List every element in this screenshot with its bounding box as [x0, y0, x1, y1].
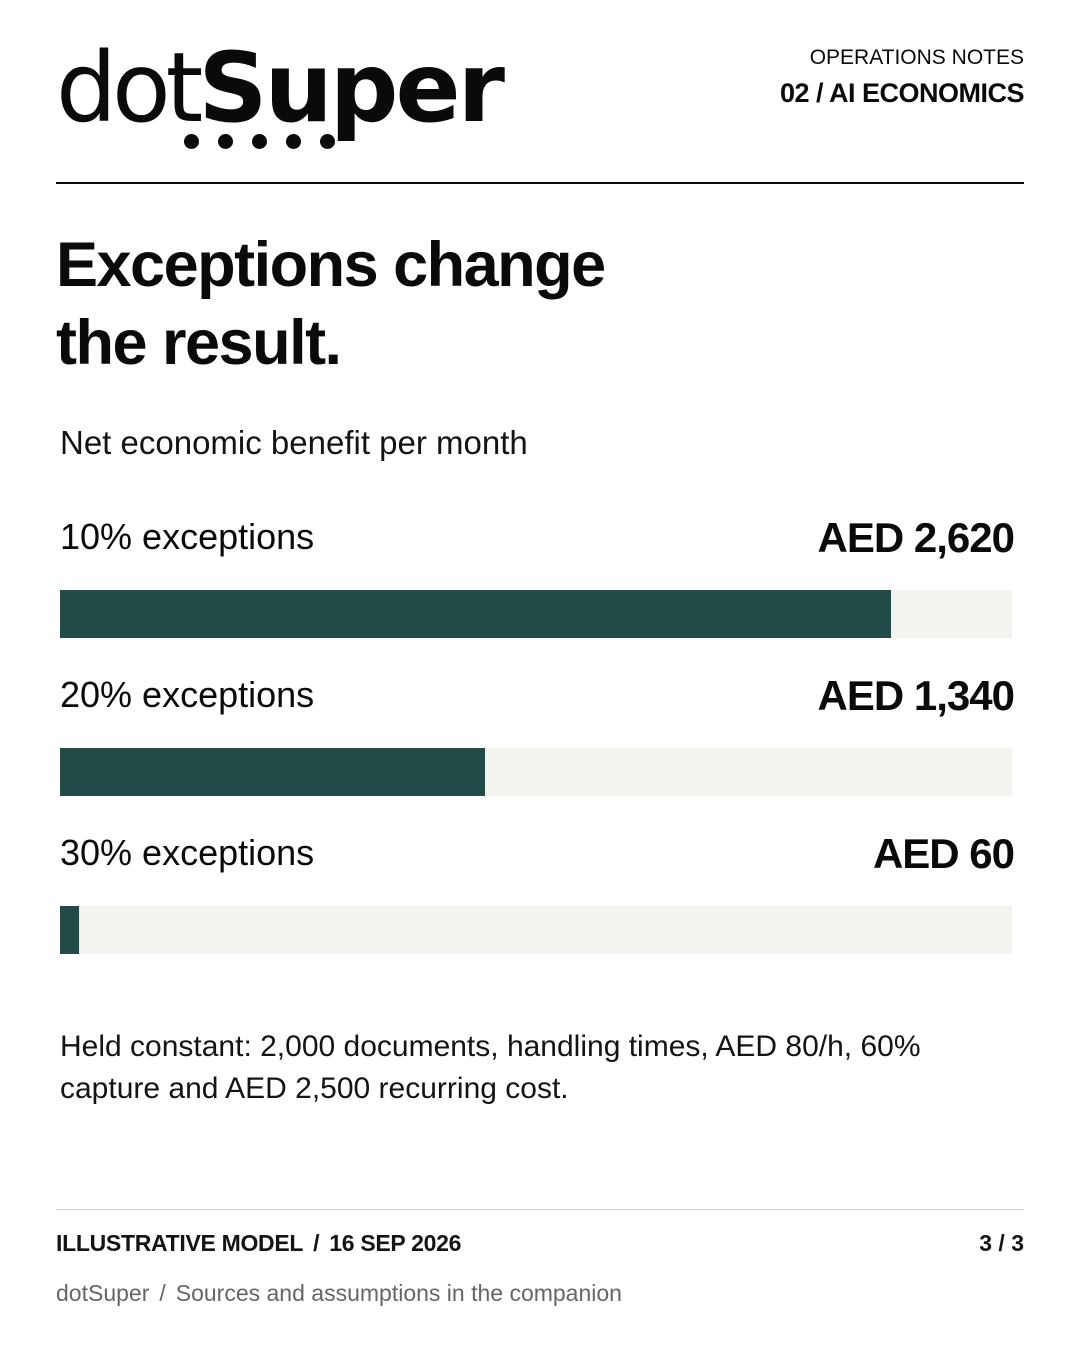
footer-divider — [56, 1209, 1024, 1210]
footer-brand: dotSuper — [56, 1280, 150, 1306]
chart-title: Net economic benefit per month — [60, 424, 528, 461]
logo-bold-text: Super — [198, 32, 505, 144]
sources-note: Sources and assumptions in the companion — [175, 1280, 622, 1306]
bar-chart — [60, 590, 1012, 954]
page-indicator: 3 / 3 — [979, 1230, 1024, 1256]
value-label-3: AED 60 — [872, 830, 1015, 877]
footer-meta: ILLUSTRATIVE MODEL / 16 SEP 2026 — [56, 1230, 461, 1257]
footer-sources: dotSuper / Sources and assumptions in the … — [56, 1280, 622, 1307]
footer-date: 16 SEP 2026 — [329, 1230, 462, 1256]
model-label: ILLUSTRATIVE MODEL — [56, 1230, 304, 1256]
brand-logo: dotSuper — [56, 30, 536, 155]
logo-light-text: dot — [56, 32, 203, 144]
series-number: 02 / AI ECONOMICS — [779, 78, 1025, 108]
category-label-3: 30% exceptions — [60, 832, 315, 873]
footer-separator-2: / — [159, 1280, 166, 1306]
bar-3 — [60, 906, 80, 954]
category-label-1: 10% exceptions — [60, 516, 315, 557]
bar-1 — [60, 590, 891, 638]
bar-2 — [60, 748, 486, 796]
assumptions-note: Held constant: 2,000 documents, handling… — [60, 1030, 921, 1105]
title-line-2: the result. — [56, 308, 342, 378]
value-label-1: AED 2,620 — [817, 514, 1015, 561]
five-dots-icon — [184, 134, 354, 154]
title-line-1: Exceptions change — [56, 230, 606, 300]
page-title: Exceptions change the result. — [56, 226, 856, 382]
category-label-2: 20% exceptions — [60, 674, 315, 715]
footer-separator: / — [313, 1230, 320, 1256]
bar-track-3 — [60, 906, 1012, 954]
value-label-2: AED 1,340 — [817, 672, 1015, 719]
header-divider — [56, 182, 1024, 184]
logo-wordmark: dotSuper — [56, 40, 505, 136]
series-label: OPERATIONS NOTES — [809, 46, 1024, 69]
